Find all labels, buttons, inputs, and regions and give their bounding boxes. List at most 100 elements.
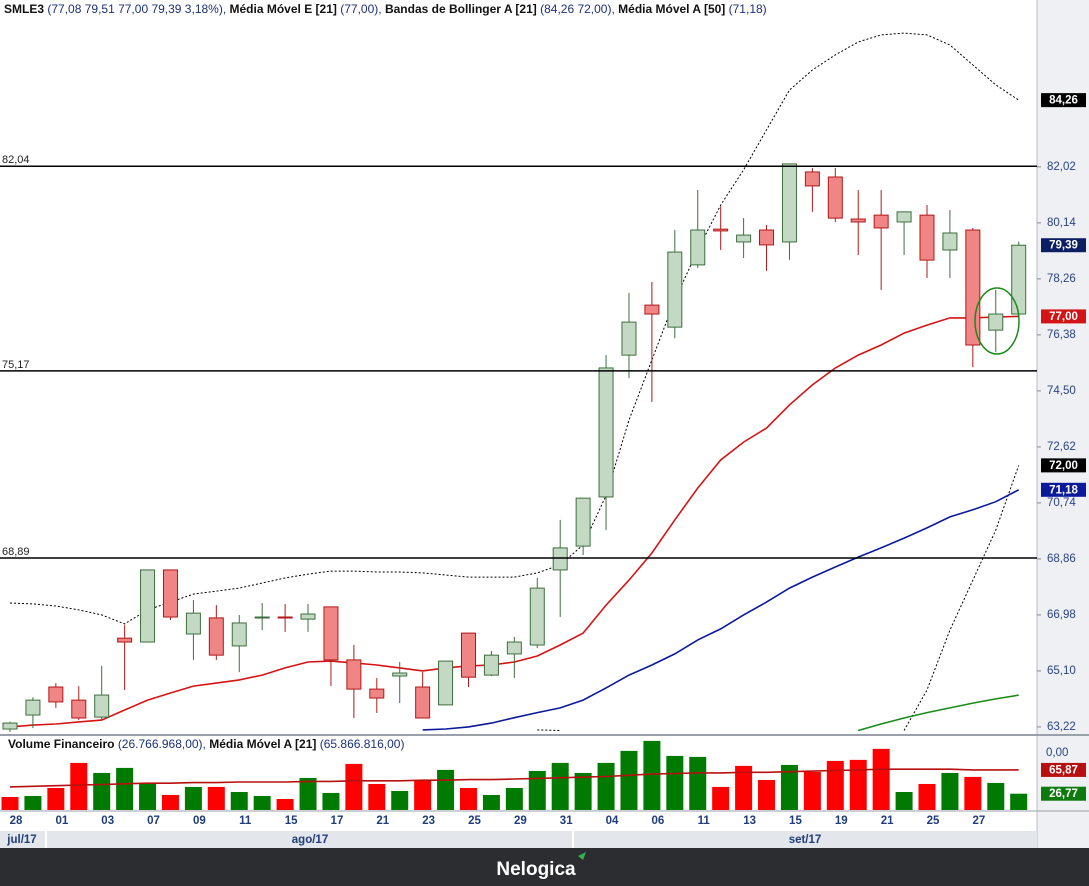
volume-bar — [964, 776, 982, 810]
last-value-box — [1041, 482, 1086, 497]
candle-body — [850, 218, 866, 223]
volume-bar — [780, 764, 798, 810]
horizontal-line-label: 82,04 — [2, 154, 30, 166]
candle-body — [415, 686, 431, 719]
candle-body — [1011, 244, 1027, 315]
y-tick-label: 66,98 — [1047, 609, 1076, 621]
candle-body — [873, 214, 889, 229]
x-tick-label: 01 — [55, 815, 68, 827]
symbol: SMLE3 — [4, 2, 44, 16]
volume-bar — [482, 794, 500, 810]
last-value-label: 77,00 — [1049, 311, 1078, 323]
volume-bar — [93, 772, 111, 810]
y-tick-label: 78,26 — [1047, 273, 1076, 285]
y-tick-label: 72,62 — [1047, 441, 1076, 453]
candle-body — [690, 229, 706, 266]
volume-bar — [803, 771, 821, 810]
volume-bar — [758, 779, 776, 810]
candle-body — [185, 612, 201, 635]
volume-bar — [437, 769, 455, 810]
month-strip — [0, 831, 1037, 848]
candle-body — [781, 163, 797, 243]
candle-body — [804, 171, 820, 187]
volume-bar — [1, 796, 19, 810]
last-value-box — [1041, 238, 1086, 253]
volume-bar — [414, 780, 432, 810]
quote-values: (77,08 79,51 77,00 79,39 3,18%), — [47, 2, 226, 16]
candle-body — [231, 622, 247, 647]
candle-body — [667, 251, 683, 328]
candle-body — [438, 660, 454, 706]
volume-bar — [597, 762, 615, 810]
x-tick-label: 15 — [789, 815, 802, 827]
x-tick-label: 03 — [101, 815, 114, 827]
candle-body — [942, 232, 958, 251]
highlight-ellipse — [974, 287, 1020, 355]
volume-bar — [391, 790, 409, 810]
volume-bar — [368, 783, 386, 810]
x-tick-label: 13 — [743, 815, 756, 827]
month-label: jul/17 — [6, 834, 36, 846]
x-tick-label: 07 — [147, 815, 160, 827]
volume-bar — [505, 787, 523, 810]
volume-bar — [735, 765, 753, 810]
volume-bar — [941, 772, 959, 810]
legend-name: Média Móvel E [21] — [230, 2, 337, 16]
candle-body — [300, 613, 316, 620]
last-value-box — [1041, 93, 1086, 108]
legend-name: Média Móvel A [50] — [618, 2, 725, 16]
candle-body — [71, 699, 87, 719]
volume-bar — [1010, 793, 1028, 810]
candle-body — [529, 587, 545, 646]
candle-body — [346, 659, 362, 690]
x-tick-label: 11 — [239, 815, 252, 827]
last-value-label: 26,77 — [1049, 788, 1078, 800]
candle-body — [94, 694, 110, 718]
y-tick-label: 82,02 — [1047, 161, 1076, 173]
x-tick-label: 29 — [514, 815, 527, 827]
legend-name: Média Móvel A [21] — [209, 737, 316, 751]
x-tick-label: 15 — [285, 815, 298, 827]
legend-value: (71,18) — [729, 2, 767, 16]
indicator-line — [9, 768, 1019, 788]
volume-scale-label: 0,00 — [1046, 747, 1068, 759]
candle-body — [2, 722, 18, 730]
candle-body — [896, 211, 912, 223]
candle-body — [621, 321, 637, 356]
volume-value: (26.766.968,00), — [118, 737, 206, 751]
volume-bar — [528, 770, 546, 810]
y-tick-label: 70,74 — [1047, 497, 1076, 509]
candle-body — [552, 547, 568, 571]
candle-body — [827, 176, 843, 219]
candle-body — [483, 654, 499, 676]
volume-bar — [849, 759, 867, 810]
candle-body — [323, 606, 339, 661]
y-tick-label: 63,22 — [1047, 721, 1076, 733]
volume-title: Volume Financeiro — [8, 737, 114, 751]
price-legend: SMLE3 (77,08 79,51 77,00 79,39 3,18%), M… — [4, 2, 767, 16]
candle-body — [919, 214, 935, 261]
horizontal-line-label: 68,89 — [2, 546, 30, 558]
candle-body — [965, 229, 981, 346]
legend-name: Bandas de Bollinger A [21] — [385, 2, 537, 16]
volume-bar — [161, 794, 179, 810]
last-value-label: 72,00 — [1049, 460, 1078, 472]
candle-body — [575, 497, 591, 547]
candle-body — [25, 699, 41, 716]
volume-bar — [643, 740, 661, 810]
volume-bar — [987, 782, 1005, 810]
x-tick-label: 11 — [698, 815, 711, 827]
y-tick-label: 68,86 — [1047, 553, 1076, 565]
volume-bar — [666, 755, 684, 810]
candle-body — [644, 304, 660, 315]
volume-bar — [345, 763, 363, 810]
y-tick-label: 74,50 — [1047, 385, 1076, 397]
indicator-line — [537, 465, 1020, 731]
volume-bar — [276, 798, 294, 810]
candle-body — [506, 641, 522, 655]
volume-bar — [230, 791, 248, 810]
x-tick-label: 25 — [927, 815, 940, 827]
month-label: set/17 — [789, 834, 822, 846]
volume-bar — [620, 750, 638, 810]
